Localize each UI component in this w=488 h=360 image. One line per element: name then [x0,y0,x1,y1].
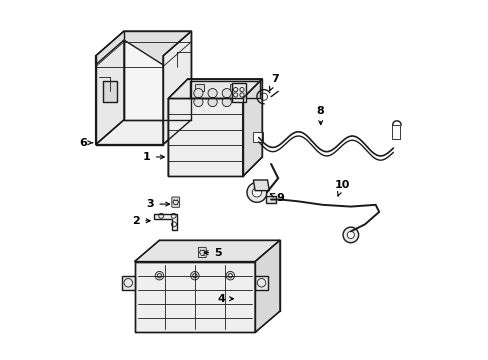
Circle shape [252,188,261,197]
Polygon shape [168,99,242,176]
Text: 7: 7 [269,74,278,90]
Polygon shape [163,31,191,145]
FancyBboxPatch shape [198,247,206,258]
Circle shape [155,271,163,280]
Circle shape [190,271,199,280]
Polygon shape [232,82,246,102]
Circle shape [207,89,217,98]
FancyBboxPatch shape [171,197,179,207]
Polygon shape [96,31,124,145]
Text: 8: 8 [316,106,324,125]
Polygon shape [154,214,177,230]
Circle shape [225,271,234,280]
Bar [230,84,239,91]
Text: 4: 4 [217,294,233,304]
Polygon shape [134,261,255,332]
Text: 3: 3 [146,199,169,209]
Polygon shape [96,31,191,65]
Polygon shape [255,276,267,290]
Polygon shape [242,79,262,176]
Polygon shape [134,240,279,261]
Circle shape [207,98,217,107]
Text: 5: 5 [204,248,221,258]
Bar [195,84,203,91]
Text: 2: 2 [132,216,150,226]
Text: 6: 6 [79,138,93,148]
Polygon shape [102,81,117,102]
Polygon shape [253,180,269,191]
Polygon shape [122,276,134,290]
Circle shape [193,89,203,98]
Circle shape [246,183,266,202]
Circle shape [346,231,354,238]
Circle shape [193,98,203,107]
Circle shape [222,98,231,107]
Polygon shape [124,31,191,120]
Polygon shape [168,79,262,176]
Polygon shape [168,79,262,99]
Text: 9: 9 [270,193,284,203]
Text: 10: 10 [334,180,349,196]
Polygon shape [255,240,279,332]
Bar [391,125,400,139]
Polygon shape [96,120,191,145]
Polygon shape [265,196,276,203]
Circle shape [343,227,358,243]
Text: 1: 1 [143,152,164,162]
Bar [253,132,263,142]
Circle shape [222,89,231,98]
